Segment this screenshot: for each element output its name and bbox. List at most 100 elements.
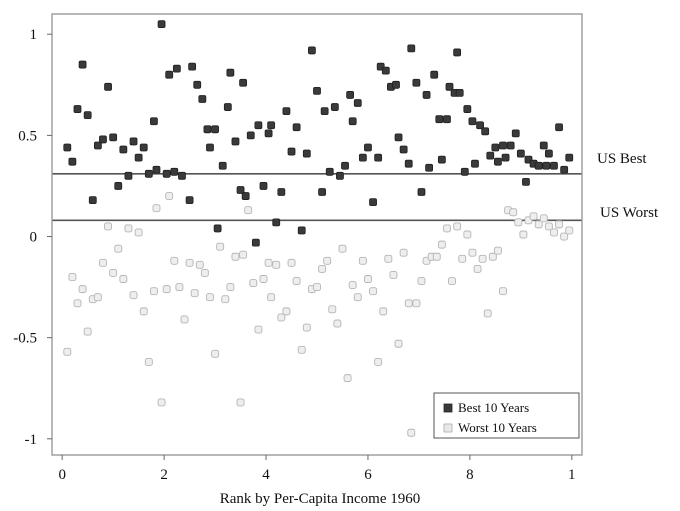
- point-best-109: [550, 161, 558, 170]
- point-best-15: [139, 143, 148, 152]
- point-best-106: [539, 141, 548, 150]
- point-worst-52: [318, 264, 327, 273]
- point-worst-17: [149, 287, 158, 296]
- point-best-73: [399, 145, 408, 154]
- point-best-6: [93, 141, 102, 150]
- point-best-17: [150, 117, 158, 126]
- point-best-1: [68, 157, 77, 166]
- point-best-84: [445, 82, 454, 91]
- point-worst-83: [473, 264, 482, 273]
- point-worst-0: [63, 347, 72, 356]
- point-best-22: [170, 167, 179, 176]
- point-worst-63: [374, 357, 383, 366]
- y-tick-label-2: 0: [30, 230, 38, 246]
- point-worst-91: [514, 218, 523, 227]
- point-worst-44: [277, 313, 286, 322]
- point-worst-95: [534, 220, 543, 229]
- point-worst-59: [353, 293, 362, 302]
- x-tick-label-4: 8: [466, 467, 474, 483]
- point-worst-67: [394, 339, 403, 348]
- point-best-86: [453, 48, 462, 57]
- point-worst-64: [379, 307, 388, 316]
- point-worst-101: [565, 226, 574, 235]
- point-best-58: [330, 103, 339, 111]
- point-best-61: [346, 91, 355, 99]
- point-best-26: [188, 62, 197, 71]
- point-best-99: [506, 141, 515, 150]
- point-worst-69: [404, 299, 413, 308]
- point-best-105: [534, 161, 543, 170]
- point-best-47: [277, 188, 286, 196]
- point-best-29: [203, 125, 212, 134]
- point-worst-40: [259, 275, 268, 283]
- point-best-18: [152, 165, 161, 174]
- point-worst-29: [206, 293, 214, 302]
- legend-label-best: Best 10 Years: [458, 400, 529, 415]
- point-best-43: [259, 182, 268, 190]
- point-best-14: [134, 153, 143, 162]
- point-worst-24: [180, 315, 189, 324]
- point-best-24: [178, 171, 186, 180]
- point-best-107: [542, 161, 551, 170]
- legend-marker-best: [443, 403, 453, 413]
- point-worst-28: [200, 268, 209, 277]
- plot-border: [51, 13, 583, 456]
- point-worst-51: [313, 283, 321, 292]
- point-worst-86: [488, 252, 497, 261]
- point-worst-7: [99, 258, 107, 267]
- point-worst-79: [453, 222, 462, 231]
- point-best-60: [341, 161, 349, 170]
- point-worst-54: [328, 305, 337, 314]
- point-best-98: [501, 153, 510, 162]
- point-best-74: [404, 159, 413, 168]
- point-best-72: [394, 133, 403, 142]
- point-best-31: [211, 125, 219, 134]
- point-best-3: [78, 60, 87, 69]
- point-worst-31: [216, 242, 225, 251]
- axes: 1 0.5 0 -0.5 -1 0 2 4 6 8 1: [13, 27, 575, 483]
- point-best-96: [494, 157, 502, 166]
- point-best-87: [455, 88, 464, 97]
- point-best-45: [267, 121, 276, 130]
- point-worst-57: [343, 374, 352, 383]
- point-worst-32: [221, 295, 230, 304]
- point-worst-45: [282, 307, 291, 316]
- x-tick-label-3: 6: [364, 467, 372, 483]
- point-worst-48: [297, 345, 306, 354]
- point-best-111: [560, 165, 569, 174]
- point-best-71: [392, 80, 400, 89]
- point-worst-13: [129, 291, 138, 300]
- x-tick-label-5: 1: [568, 467, 576, 483]
- point-worst-88: [499, 287, 507, 296]
- point-best-8: [104, 82, 112, 91]
- point-best-39: [241, 192, 250, 200]
- point-worst-6: [93, 293, 102, 302]
- point-worst-66: [389, 271, 398, 279]
- point-best-34: [223, 103, 232, 111]
- point-worst-20: [162, 285, 171, 294]
- point-best-77: [417, 188, 426, 196]
- point-best-13: [129, 137, 138, 146]
- point-worst-42: [267, 293, 276, 302]
- point-worst-72: [417, 277, 426, 285]
- point-worst-70: [407, 428, 416, 437]
- point-best-9: [109, 133, 118, 142]
- legend: Best 10 Years Worst 10 Years: [433, 392, 580, 439]
- point-worst-10: [114, 244, 123, 253]
- point-best-37: [236, 186, 245, 194]
- point-best-69: [381, 66, 390, 75]
- point-worst-4: [83, 327, 92, 336]
- point-best-0: [63, 143, 72, 152]
- y-tick-label-3: -0.5: [13, 331, 37, 347]
- point-worst-23: [175, 283, 184, 292]
- point-best-53: [308, 46, 316, 55]
- point-worst-46: [287, 258, 296, 267]
- point-best-83: [443, 115, 451, 124]
- point-worst-3: [78, 285, 87, 294]
- point-best-36: [231, 137, 240, 146]
- point-worst-22: [170, 256, 179, 265]
- point-best-56: [320, 107, 329, 116]
- point-worst-71: [412, 299, 421, 308]
- point-best-12: [124, 171, 133, 180]
- point-worst-65: [384, 254, 393, 263]
